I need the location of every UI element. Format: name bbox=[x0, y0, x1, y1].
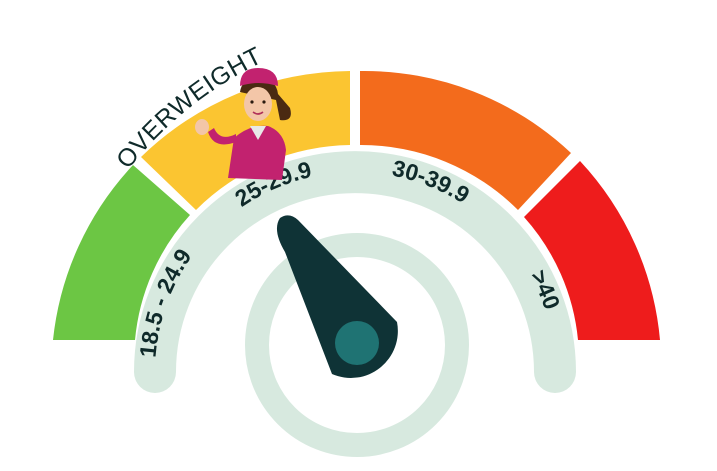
nurse-collar bbox=[250, 126, 266, 140]
nurse-hand bbox=[195, 119, 209, 135]
segment-normal bbox=[53, 165, 190, 340]
hub-center bbox=[335, 321, 379, 365]
label-track bbox=[134, 151, 576, 393]
nurse-body bbox=[228, 125, 286, 180]
nurse-illustration bbox=[195, 68, 291, 180]
nurse-cap bbox=[240, 68, 278, 86]
nurse-arm bbox=[208, 128, 236, 145]
hub-ring bbox=[245, 233, 469, 457]
nurse-face bbox=[244, 87, 272, 121]
segment-severe bbox=[524, 161, 660, 340]
segment-obese bbox=[360, 70, 571, 211]
